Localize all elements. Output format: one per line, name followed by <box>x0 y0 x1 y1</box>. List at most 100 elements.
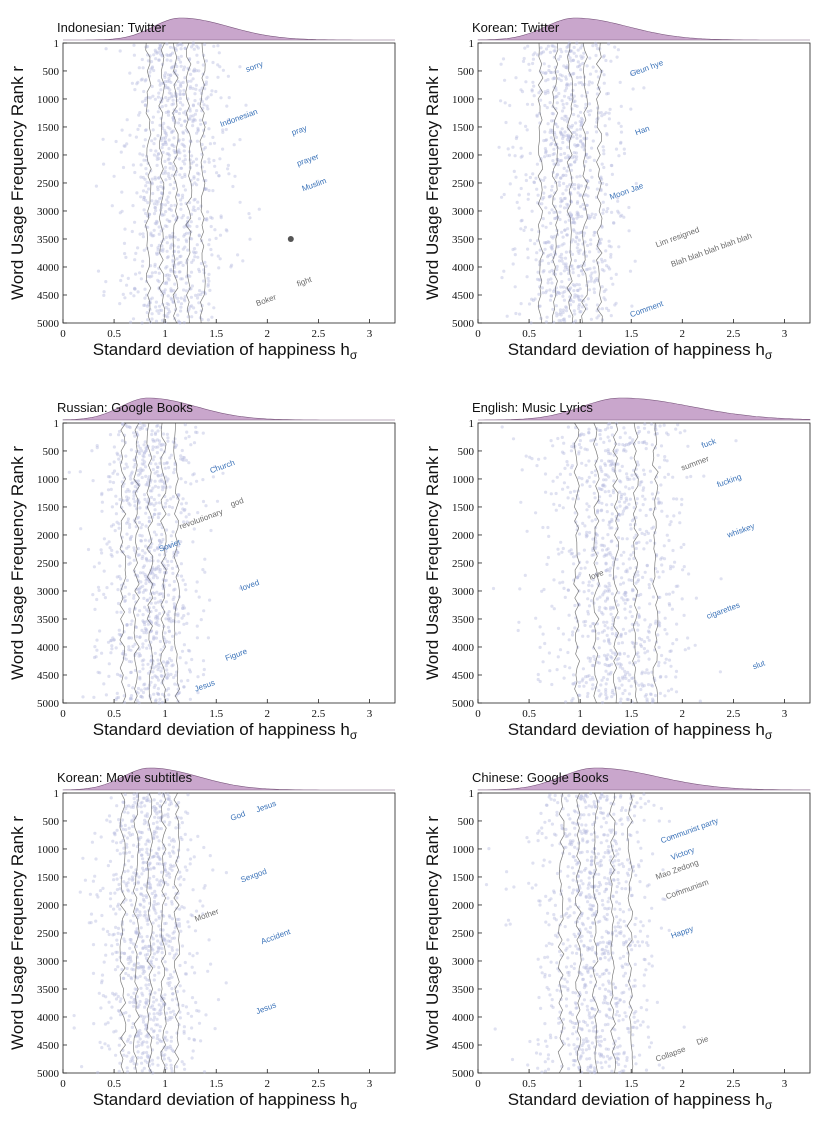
data-point <box>163 993 167 997</box>
data-point <box>587 504 591 508</box>
data-point <box>640 531 644 536</box>
data-point <box>216 998 221 1002</box>
data-point <box>599 257 604 261</box>
data-point <box>182 606 187 610</box>
data-point <box>171 260 175 264</box>
data-point <box>125 623 129 628</box>
y-tick-label: 2500 <box>37 928 60 940</box>
data-point <box>163 861 167 865</box>
data-point <box>194 69 199 73</box>
data-point <box>165 218 169 222</box>
data-point <box>619 130 624 134</box>
data-point <box>149 60 154 64</box>
x-tick-label: 2.5 <box>727 708 741 720</box>
data-point <box>541 291 545 295</box>
data-point <box>514 136 519 141</box>
data-point <box>148 559 152 563</box>
data-point <box>173 150 177 154</box>
data-point <box>116 453 120 457</box>
data-point <box>650 526 654 531</box>
y-tick-label: 1 <box>469 418 475 430</box>
data-point <box>169 1063 173 1067</box>
data-point <box>150 66 154 70</box>
data-point <box>188 857 193 861</box>
data-point <box>177 261 181 265</box>
data-point <box>72 1026 76 1030</box>
data-point <box>579 566 583 571</box>
data-point <box>200 165 204 169</box>
data-point <box>542 241 547 245</box>
data-point <box>643 651 647 655</box>
data-point <box>180 1060 184 1064</box>
data-point <box>165 461 169 465</box>
data-point <box>552 607 556 611</box>
data-point <box>145 1040 149 1044</box>
data-point <box>207 279 211 283</box>
data-point <box>166 307 170 311</box>
data-point <box>585 963 589 968</box>
data-point <box>126 869 130 873</box>
data-point <box>146 480 150 484</box>
data-point <box>576 48 580 52</box>
data-point <box>218 257 222 261</box>
data-point <box>663 475 667 479</box>
data-point <box>207 302 211 306</box>
data-point <box>577 304 581 308</box>
data-point <box>585 64 589 68</box>
data-point <box>573 845 577 849</box>
data-point <box>166 152 171 156</box>
data-point <box>150 177 154 181</box>
data-point <box>608 267 612 271</box>
data-point <box>580 141 585 146</box>
data-point <box>146 671 151 675</box>
data-point <box>586 267 590 271</box>
data-point <box>177 193 181 197</box>
data-point <box>678 521 682 525</box>
data-point <box>158 880 162 884</box>
data-point <box>625 472 629 476</box>
data-point <box>166 86 170 90</box>
data-point <box>628 477 632 481</box>
data-point <box>199 292 203 297</box>
data-point <box>203 121 208 125</box>
data-point <box>109 891 113 896</box>
data-point <box>158 662 162 666</box>
data-point <box>238 138 242 142</box>
data-point <box>157 546 161 550</box>
data-point <box>137 591 141 595</box>
data-point <box>576 213 580 217</box>
data-point <box>544 225 548 229</box>
data-point <box>173 293 177 297</box>
data-point <box>571 156 575 160</box>
data-point <box>170 664 174 668</box>
data-point <box>153 815 157 819</box>
data-point <box>590 1041 595 1045</box>
data-point <box>183 144 187 149</box>
data-point <box>168 583 172 587</box>
data-point <box>202 147 206 151</box>
data-point <box>110 647 114 651</box>
data-point <box>192 247 197 251</box>
data-point <box>171 231 175 235</box>
data-point <box>563 228 567 232</box>
data-point <box>672 514 676 518</box>
data-point <box>187 668 192 672</box>
data-point <box>189 72 193 76</box>
data-point <box>630 614 634 619</box>
word-label: Indonesian <box>219 107 259 129</box>
data-point <box>170 173 174 177</box>
data-point <box>585 136 589 140</box>
data-point <box>133 287 137 291</box>
data-point <box>559 313 563 317</box>
x-tick-label: 0 <box>60 328 66 340</box>
data-point <box>619 496 623 501</box>
x-tick-label: 2.5 <box>727 328 741 340</box>
data-point <box>196 834 200 839</box>
data-point <box>150 317 154 321</box>
data-point <box>582 548 587 552</box>
data-point <box>608 107 612 111</box>
data-point <box>549 253 553 257</box>
data-point <box>207 160 211 164</box>
data-point <box>535 251 539 255</box>
data-point <box>565 202 569 206</box>
